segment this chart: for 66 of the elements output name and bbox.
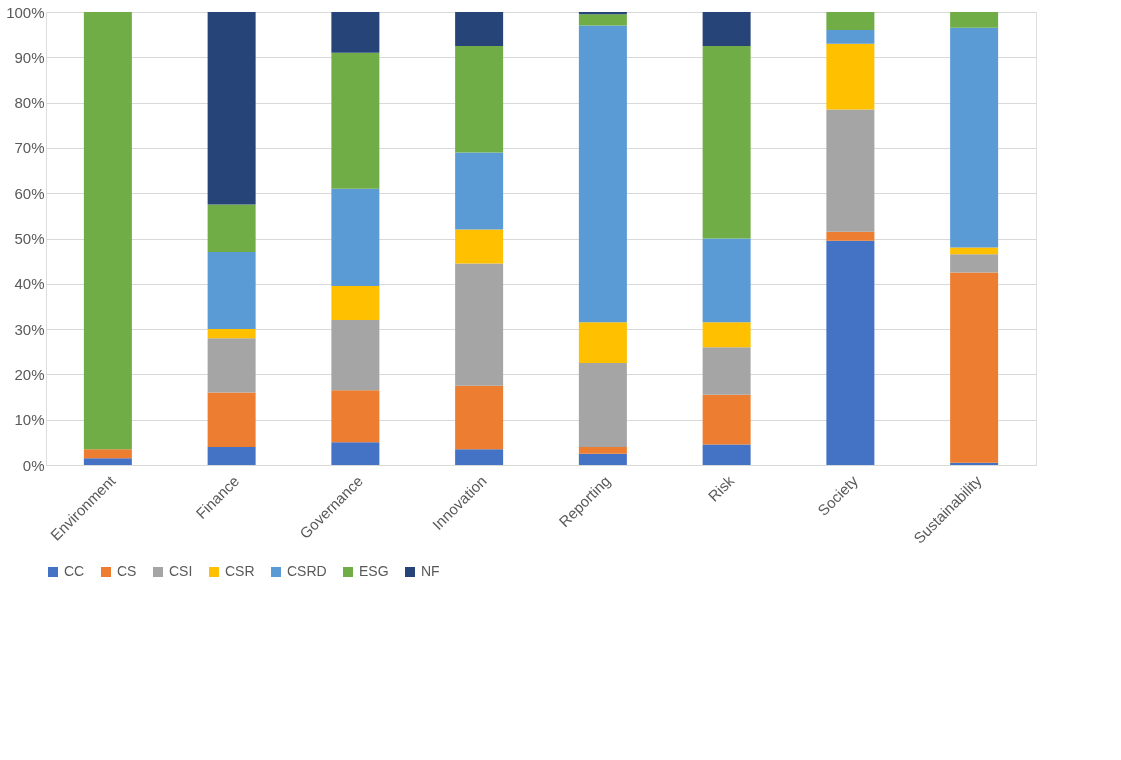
bar	[207, 338, 256, 393]
bar	[455, 152, 504, 230]
bar	[826, 240, 875, 465]
bar	[331, 390, 380, 443]
legend-label: CSI	[169, 563, 193, 579]
bar	[207, 392, 256, 447]
bar	[702, 45, 751, 239]
bar	[950, 272, 999, 463]
legend-label: CC	[64, 563, 85, 579]
x-tick-label: Risk	[704, 471, 738, 505]
legend-label: CS	[117, 563, 137, 579]
bar	[207, 204, 256, 253]
bar	[578, 453, 627, 465]
bar	[331, 320, 380, 391]
y-tick-label: 10%	[14, 411, 45, 429]
bar	[702, 394, 751, 445]
bar	[331, 52, 380, 189]
bar	[455, 45, 504, 153]
y-tick-label: 40%	[14, 275, 45, 293]
bar	[702, 347, 751, 395]
bar	[207, 252, 256, 330]
bar	[331, 12, 380, 53]
y-tick-label: 0%	[22, 456, 45, 474]
y-tick-label: 80%	[14, 94, 45, 112]
bar	[578, 322, 627, 364]
bar	[702, 12, 751, 46]
legend-label: ESG	[359, 563, 389, 579]
bar	[83, 458, 132, 465]
legend-label: CSR	[225, 563, 255, 579]
bar	[578, 446, 627, 454]
bar	[578, 363, 627, 447]
bar	[331, 442, 380, 465]
y-tick-label: 30%	[14, 320, 45, 338]
y-tick-label: 100%	[6, 3, 45, 21]
bar	[578, 25, 627, 323]
bar	[455, 385, 504, 450]
bar	[702, 238, 751, 323]
legend-label: CSRD	[287, 563, 327, 579]
bar	[826, 109, 875, 232]
bar	[950, 12, 999, 28]
bar	[826, 43, 875, 110]
y-tick-label: 60%	[14, 184, 45, 202]
legend-label: NF	[421, 563, 440, 579]
bar	[702, 322, 751, 348]
bar	[826, 30, 875, 44]
bar	[578, 14, 627, 26]
bar	[455, 12, 504, 46]
bar	[455, 263, 504, 386]
y-tick-label: 20%	[14, 365, 45, 383]
bar	[207, 329, 256, 339]
bar	[207, 12, 256, 205]
bar	[826, 231, 875, 241]
bar	[950, 27, 999, 248]
bar	[83, 12, 132, 450]
bar	[83, 449, 132, 459]
bar	[331, 188, 380, 287]
bar	[826, 12, 875, 31]
bar	[455, 229, 504, 264]
bar	[331, 286, 380, 321]
y-tick-label: 70%	[14, 139, 45, 157]
bar	[702, 444, 751, 465]
bar	[455, 449, 504, 465]
y-tick-label: 50%	[14, 230, 45, 247]
bar	[207, 446, 256, 465]
y-tick-label: 90%	[14, 48, 45, 66]
bar	[950, 254, 999, 273]
